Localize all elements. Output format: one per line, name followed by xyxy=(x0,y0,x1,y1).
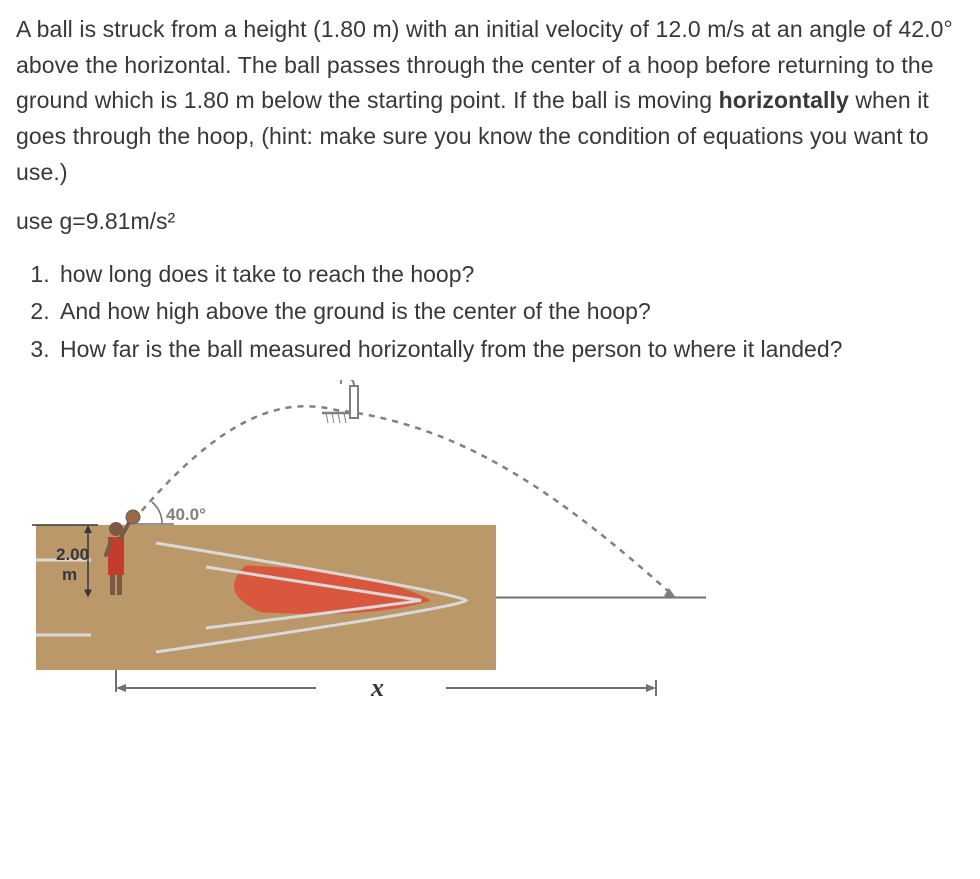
question-3: How far is the ball measured horizontall… xyxy=(56,332,964,368)
arrowhead-icon xyxy=(646,684,656,692)
angle-arc xyxy=(152,502,162,524)
hoop-net-line xyxy=(326,413,328,423)
angle-label: 40.0° xyxy=(166,505,206,524)
basketball-icon xyxy=(126,510,140,524)
height-label-value: 2.00 xyxy=(56,545,89,564)
problem-statement: A ball is struck from a height (1.80 m) … xyxy=(16,12,964,190)
hoop-net-line xyxy=(332,413,334,423)
question-list: how long does it take to reach the hoop?… xyxy=(16,257,964,368)
problem-bold-word: horizontally xyxy=(719,87,849,113)
hoop-net-line xyxy=(338,413,340,423)
arrowhead-icon xyxy=(116,684,126,692)
diagram-container: 2.00m x 40.0° xyxy=(16,380,964,710)
hoop-net-line xyxy=(344,413,346,423)
backboard-icon xyxy=(350,386,358,418)
gravity-formula: use g=9.81m/s² xyxy=(16,204,964,239)
x-axis-label: x xyxy=(370,673,384,702)
question-1: how long does it take to reach the hoop? xyxy=(56,257,964,293)
question-2: And how high above the ground is the cen… xyxy=(56,294,964,330)
trajectory-diagram: 2.00m x 40.0° xyxy=(26,380,726,710)
page-root: A ball is struck from a height (1.80 m) … xyxy=(0,0,980,730)
height-label-unit: m xyxy=(62,565,77,584)
